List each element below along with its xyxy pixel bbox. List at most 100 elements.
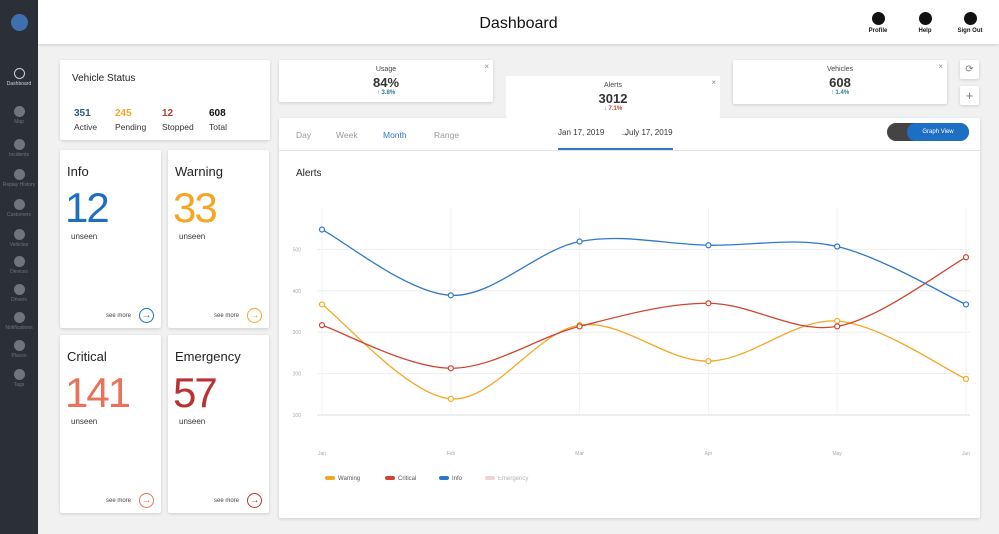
alert-card: Info 12 unseen see more → (60, 150, 161, 328)
legend-swatch[interactable] (385, 476, 395, 480)
card-title: Critical (67, 349, 107, 364)
nav-item[interactable]: Vehicles (0, 229, 38, 248)
nav-label: Replay History (2, 182, 36, 188)
chart-panel: Graph View → Jan 17, 2019 July 17, 2019 … (279, 118, 980, 518)
nav-item[interactable]: Map (0, 106, 38, 125)
x-tick-label: Jun (962, 451, 970, 457)
point (705, 242, 712, 249)
legend-swatch[interactable] (325, 476, 335, 480)
legend-label[interactable]: Emergency (498, 476, 528, 482)
alert-card: Emergency 57 unseen see more → (168, 335, 269, 513)
nav-label: Map (14, 119, 24, 125)
status-value: 12 (162, 108, 174, 119)
divider (279, 150, 980, 151)
range-tab[interactable]: Week (336, 130, 358, 140)
legend-swatch[interactable] (485, 476, 495, 480)
date-to[interactable]: July 17, 2019 (625, 128, 673, 137)
point (318, 322, 326, 329)
see-more[interactable]: see more (105, 313, 131, 319)
see-more[interactable]: see more (213, 498, 239, 504)
status-label: Stopped (162, 122, 194, 132)
nav-item[interactable]: Incidents (0, 139, 38, 158)
nav-icon (13, 369, 25, 380)
date-underline (558, 148, 673, 150)
action-icon (963, 12, 977, 25)
see-more-arrow[interactable]: → (247, 493, 262, 508)
close[interactable]: × (938, 62, 943, 71)
nav-item[interactable]: Devices (0, 256, 38, 275)
kpi-label: Vehicles (826, 66, 854, 73)
nav-icon (13, 199, 25, 210)
point (318, 226, 326, 233)
see-more-arrow[interactable]: → (139, 308, 154, 323)
kpi-tab[interactable]: × Usage 84% ↑ 3.8% (279, 60, 493, 102)
graph-view-button[interactable]: Graph View (907, 123, 969, 141)
header-action[interactable]: Help (905, 12, 945, 34)
close[interactable]: × (484, 62, 489, 71)
series-line (321, 256, 967, 369)
point (576, 238, 583, 245)
y-tick-label: 300 (293, 330, 302, 336)
action-label: Profile (868, 28, 888, 34)
legend-label[interactable]: Warning (338, 476, 360, 482)
range-tab[interactable]: Day (296, 130, 312, 140)
nav-item[interactable]: Dashboard (0, 68, 38, 87)
kpi-change: ↑ 3.8% (376, 90, 396, 96)
point (576, 323, 583, 330)
kpi-value: 608 (829, 75, 851, 90)
add-button[interactable]: + (960, 86, 979, 105)
header-action[interactable]: Sign Out (950, 12, 990, 34)
x-tick-label: Apr (705, 451, 713, 457)
y-tick-label: 500 (293, 247, 302, 253)
card-sub: unseen (179, 417, 206, 426)
point (962, 375, 970, 383)
nav-item[interactable]: Customers (0, 199, 38, 218)
card-count: 141 (65, 369, 131, 416)
alert-card: Critical 141 unseen see more → (60, 335, 161, 513)
see-more[interactable]: see more (213, 313, 239, 319)
action-label: Help (918, 28, 932, 34)
point (447, 395, 454, 402)
status-label: Total (209, 122, 227, 132)
point (447, 292, 454, 299)
point (834, 243, 841, 250)
kpi-change: ↓ 7.1% (603, 106, 623, 112)
x-tick-label: May (832, 451, 842, 457)
card-title: Emergency (175, 349, 241, 364)
card-count: 57 (173, 369, 218, 416)
see-more-arrow[interactable]: → (139, 493, 154, 508)
see-more[interactable]: see more (105, 498, 131, 504)
nav-icon (13, 106, 25, 117)
legend-label[interactable]: Info (452, 476, 463, 482)
nav-label: Notifications (5, 325, 33, 331)
nav-item[interactable]: Places (0, 340, 38, 359)
kpi-tab[interactable]: × Vehicles 608 ↑ 1.4% (733, 60, 947, 104)
card-sub: unseen (71, 417, 98, 426)
nav-item[interactable]: Replay History (0, 169, 38, 188)
legend-label[interactable]: Critical (398, 476, 416, 482)
range-tab[interactable]: Range (434, 130, 460, 140)
nav-item[interactable]: Notifications (0, 312, 38, 331)
nav-icon (13, 139, 25, 150)
point (318, 301, 326, 308)
nav-label: Incidents (8, 152, 29, 158)
nav-icon (13, 340, 25, 351)
card-sub: unseen (179, 232, 206, 241)
point (447, 365, 454, 372)
range-tab[interactable]: Month (383, 130, 407, 140)
status-title: Vehicle Status (72, 73, 136, 84)
kpi-tab[interactable]: × Alerts 3012 ↓ 7.1% (506, 76, 720, 118)
see-more-arrow[interactable]: → (247, 308, 262, 323)
nav-item[interactable]: Tags (0, 369, 38, 388)
legend-swatch[interactable] (439, 476, 449, 480)
point (705, 300, 712, 307)
refresh-button[interactable]: ⟳ (960, 60, 979, 79)
close[interactable]: × (711, 78, 716, 87)
nav-label: Drivers (11, 297, 27, 303)
header-action[interactable]: Profile (858, 12, 898, 34)
kpi-value: 84% (372, 75, 400, 90)
date-from[interactable]: Jan 17, 2019 (558, 128, 605, 137)
nav-icon (13, 312, 25, 323)
nav-item[interactable]: Drivers (0, 284, 38, 303)
